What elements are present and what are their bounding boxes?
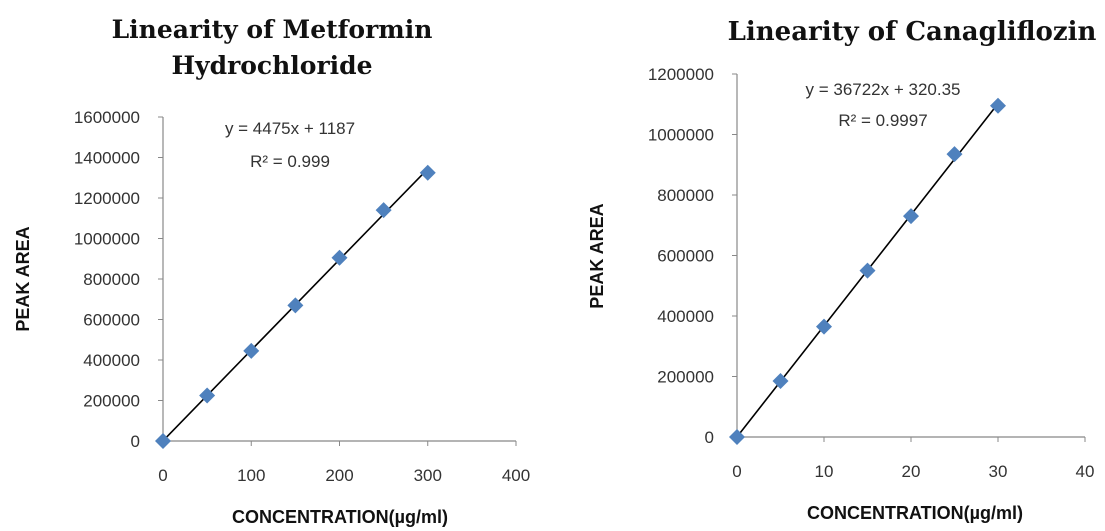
y-tick-label: 1200000 — [648, 65, 714, 84]
data-point — [331, 249, 348, 266]
x-tick-label: 0 — [732, 462, 741, 481]
x-tick-label: 30 — [989, 462, 1008, 481]
x-axis-label: CONCENTRATION(µg/ml) — [807, 503, 1023, 523]
y-tick-label: 200000 — [83, 392, 140, 411]
y-tick-label: 400000 — [83, 351, 140, 370]
data-point — [419, 164, 436, 181]
data-point — [199, 387, 216, 404]
x-tick-label: 300 — [414, 466, 442, 485]
trendline-equation: y = 4475x + 1187 — [225, 119, 355, 138]
x-tick-label: 0 — [158, 466, 167, 485]
data-point — [990, 97, 1006, 114]
data-point — [243, 342, 260, 359]
y-tick-label: 800000 — [657, 186, 714, 205]
data-point — [946, 146, 963, 163]
y-tick-label: 0 — [705, 428, 714, 447]
chart-1: Linearity of MetforminHydrochloride02000… — [13, 15, 530, 527]
y-tick-label: 600000 — [83, 311, 140, 330]
r-squared-label: R² = 0.999 — [250, 152, 330, 171]
y-tick-label: 200000 — [657, 368, 714, 387]
x-tick-label: 20 — [902, 462, 921, 481]
y-tick-label: 0 — [131, 432, 140, 451]
data-point — [375, 202, 392, 219]
y-tick-label: 1400000 — [74, 149, 140, 168]
trendline-equation: y = 36722x + 320.35 — [805, 80, 960, 99]
data-point — [772, 373, 789, 390]
x-tick-label: 40 — [1076, 462, 1095, 481]
y-tick-label: 600000 — [657, 247, 714, 266]
chart-2: Linearity of Canagliflozin 0 200000 400000 6… — [587, 17, 1096, 523]
chart-title-line: Hydrochloride — [171, 51, 372, 80]
x-tick-label: 200 — [325, 466, 353, 485]
y-axis-label: PEAK AREA — [587, 203, 607, 308]
y-tick-label: 1000000 — [74, 230, 140, 249]
x-tick-label: 10 — [815, 462, 834, 481]
y-tick-label: 1000000 — [648, 126, 714, 145]
data-point — [729, 429, 745, 445]
y-tick-label: 800000 — [83, 270, 140, 289]
y-axis-label: PEAK AREA — [13, 226, 33, 331]
chart-title-line: Linearity of Canagliflozin — [728, 17, 1097, 47]
data-point — [816, 318, 832, 335]
y-tick-label: 400000 — [657, 307, 714, 326]
y-tick-label: 1600000 — [74, 108, 140, 127]
r-squared-label: R² = 0.9997 — [838, 111, 927, 130]
data-point — [903, 208, 919, 225]
x-axis-label: CONCENTRATION(µg/ml) — [232, 507, 448, 527]
data-point — [155, 433, 171, 449]
data-point — [287, 297, 304, 314]
x-tick-label: 400 — [502, 466, 530, 485]
data-point — [859, 262, 876, 279]
x-tick-label: 100 — [237, 466, 265, 485]
chart-title-line: Linearity of Metformin — [112, 15, 433, 44]
y-tick-label: 1200000 — [74, 189, 140, 208]
